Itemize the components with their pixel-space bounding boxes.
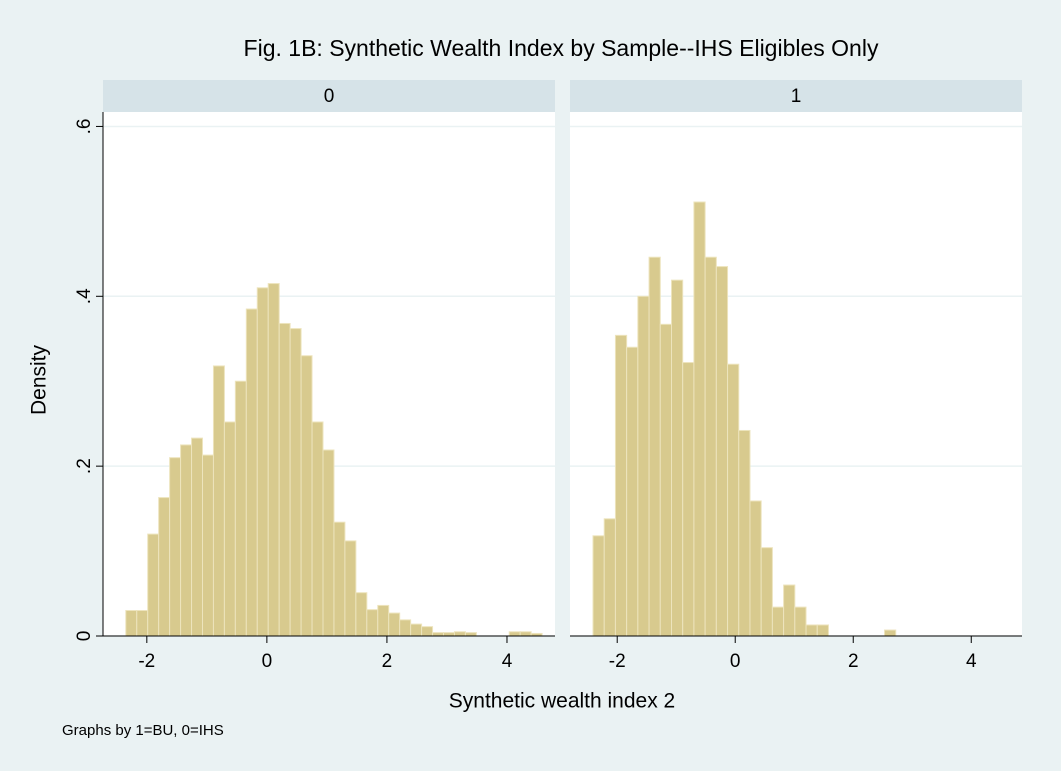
y-tick-label: .4 xyxy=(74,288,95,304)
x-axis-title: Synthetic wealth index 2 xyxy=(449,690,675,713)
bar xyxy=(464,632,477,637)
bar xyxy=(333,521,346,637)
bar xyxy=(884,629,897,637)
bar xyxy=(805,624,818,637)
bar xyxy=(693,201,706,637)
bar xyxy=(508,631,521,637)
y-tick-label: .6 xyxy=(74,119,95,135)
x-tick-label: 0 xyxy=(262,651,273,672)
bar xyxy=(388,612,401,637)
y-tick-label: 0 xyxy=(74,631,95,642)
bar xyxy=(421,626,434,637)
bar xyxy=(738,429,751,637)
bar xyxy=(234,380,247,637)
x-tick-label: 0 xyxy=(730,651,741,672)
bar xyxy=(670,279,684,637)
bar xyxy=(443,632,455,637)
bar xyxy=(366,609,379,637)
x-tick-label: -2 xyxy=(138,651,155,672)
bar xyxy=(289,328,302,637)
x-tick-label: 2 xyxy=(848,651,859,672)
bar xyxy=(147,533,160,637)
strip xyxy=(570,80,1022,112)
strip xyxy=(103,80,555,112)
bar xyxy=(256,287,269,637)
bar xyxy=(519,631,532,637)
bar xyxy=(603,518,616,637)
bar xyxy=(355,592,368,637)
bar xyxy=(592,535,605,637)
bar xyxy=(659,323,672,637)
bar xyxy=(344,540,357,637)
bar xyxy=(682,362,695,637)
bar xyxy=(704,256,717,637)
bar xyxy=(637,295,650,637)
bar xyxy=(267,283,280,637)
bar xyxy=(399,619,412,637)
chart-title: Fig. 1B: Synthetic Wealth Index by Sampl… xyxy=(244,35,879,61)
bar xyxy=(169,457,182,637)
bar xyxy=(191,437,203,637)
x-tick-label: 4 xyxy=(966,651,977,672)
x-tick-label: 2 xyxy=(382,651,393,672)
bar xyxy=(614,334,628,637)
bar xyxy=(278,322,291,637)
bar xyxy=(760,547,773,637)
x-tick-label: -2 xyxy=(609,651,626,672)
bar xyxy=(794,606,807,637)
bar xyxy=(212,365,225,637)
bar xyxy=(626,346,639,637)
bar xyxy=(816,624,829,637)
bar xyxy=(410,623,423,637)
note: Graphs by 1=BU, 0=IHS xyxy=(62,722,224,739)
bar xyxy=(648,256,661,637)
bar xyxy=(432,632,445,637)
bar xyxy=(158,497,171,637)
bar xyxy=(771,606,785,637)
bar xyxy=(180,444,193,637)
y-tick-label: .2 xyxy=(74,458,95,474)
bar xyxy=(300,355,313,637)
bar xyxy=(311,421,324,637)
x-tick-label: 4 xyxy=(502,651,513,672)
strip-label: 0 xyxy=(324,86,335,107)
bar xyxy=(377,604,390,637)
bar xyxy=(453,631,466,637)
y-axis-title: Density xyxy=(28,344,51,415)
bar xyxy=(125,610,138,637)
bar xyxy=(727,363,740,637)
strip-label: 1 xyxy=(791,86,802,107)
bar xyxy=(783,584,796,637)
bar xyxy=(715,266,729,637)
bar xyxy=(322,449,335,637)
bar xyxy=(136,610,149,637)
bar xyxy=(201,454,214,637)
bar xyxy=(749,500,762,637)
bar xyxy=(245,308,258,637)
bar xyxy=(223,421,236,637)
